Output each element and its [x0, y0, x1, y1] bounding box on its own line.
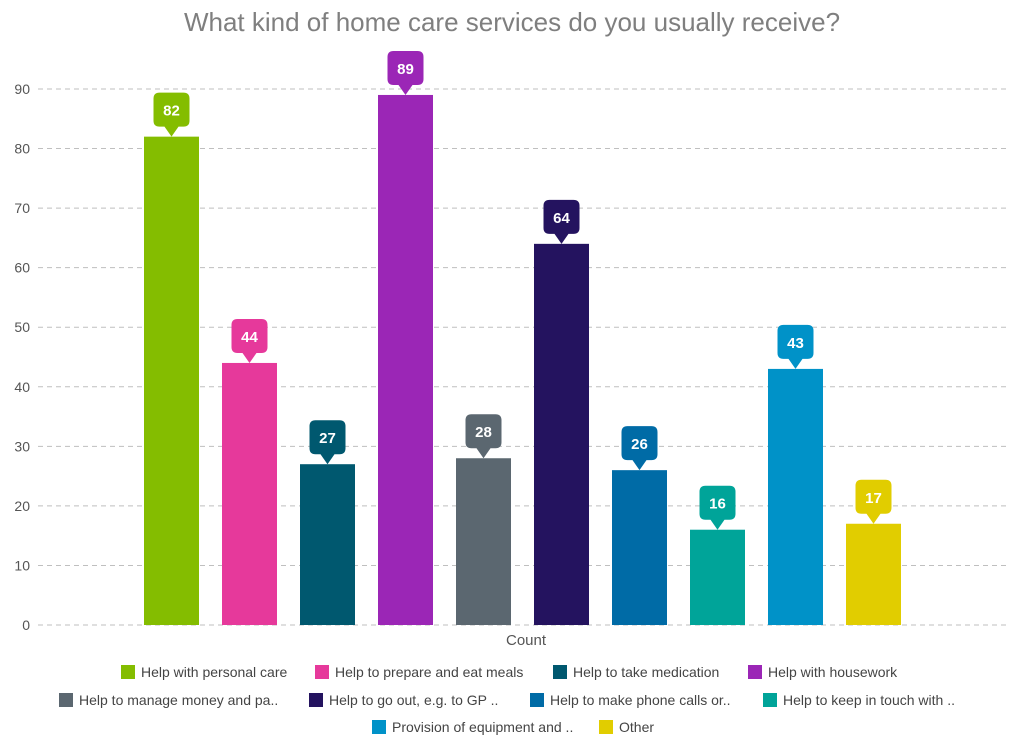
legend-swatch: [553, 665, 567, 679]
legend-item-help-to-prepare-and-eat-meals[interactable]: Help to prepare and eat meals: [315, 664, 523, 680]
legend-label: Help with personal care: [141, 664, 288, 680]
bar-help-to-prepare-and-eat-meals[interactable]: [222, 362, 277, 625]
data-label-value: 17: [865, 490, 882, 507]
legend-item-help-to-go-out-e-g-to-gp[interactable]: Help to go out, e.g. to GP ..: [309, 692, 498, 708]
bars: [144, 94, 901, 625]
legend-swatch: [315, 665, 329, 679]
legend-item-other[interactable]: Other: [599, 719, 654, 735]
bar-help-to-go-out-e-g-to-gp[interactable]: [534, 243, 589, 625]
data-label-provision-of-equipment-and: 43: [777, 324, 814, 369]
legend-item-help-with-housework[interactable]: Help with housework: [748, 664, 898, 680]
y-tick-label-30: 30: [14, 438, 30, 454]
legend-swatch: [748, 665, 762, 679]
data-label-value: 28: [475, 424, 492, 441]
legend-swatch: [763, 693, 777, 707]
legend-swatch: [309, 693, 323, 707]
legend-label: Other: [619, 719, 654, 735]
bar-help-to-take-medication[interactable]: [300, 464, 355, 625]
legend-label: Help to manage money and pa..: [79, 692, 278, 708]
bar-provision-of-equipment-and[interactable]: [768, 368, 823, 625]
legend-label: Help to go out, e.g. to GP ..: [329, 692, 498, 708]
y-tick-label-10: 10: [14, 557, 30, 573]
bar-help-to-keep-in-touch-with[interactable]: [690, 529, 745, 625]
legend-label: Help to take medication: [573, 664, 719, 680]
data-labels: 82 44 27 89 28 64 26 16 43 17: [153, 50, 892, 530]
data-label-value: 82: [163, 103, 180, 120]
data-label-value: 26: [631, 436, 648, 453]
y-tick-label-80: 80: [14, 141, 30, 157]
y-tick-label-90: 90: [14, 81, 30, 97]
data-label-value: 16: [709, 496, 726, 513]
data-label-value: 44: [241, 329, 258, 346]
data-label-help-with-housework: 89: [387, 50, 424, 95]
legend-swatch: [530, 693, 544, 707]
data-label-help-to-take-medication: 27: [309, 420, 346, 465]
bar-other[interactable]: [846, 523, 901, 625]
data-label-help-to-keep-in-touch-with: 16: [699, 485, 736, 530]
legend: Help with personal care Help to prepare a…: [59, 664, 955, 735]
y-tick-label-50: 50: [14, 319, 30, 335]
bar-help-to-make-phone-calls-or[interactable]: [612, 470, 667, 625]
legend-swatch: [59, 693, 73, 707]
legend-item-help-to-make-phone-calls-or[interactable]: Help to make phone calls or..: [530, 692, 731, 708]
bar-help-with-personal-care[interactable]: [144, 136, 199, 625]
data-label-value: 43: [787, 335, 804, 352]
y-tick-label-40: 40: [14, 379, 30, 395]
legend-swatch: [599, 720, 613, 734]
legend-label: Provision of equipment and ..: [392, 719, 573, 735]
legend-item-help-with-personal-care[interactable]: Help with personal care: [121, 664, 288, 680]
legend-swatch: [372, 720, 386, 734]
legend-label: Help to prepare and eat meals: [335, 664, 523, 680]
data-label-value: 27: [319, 430, 336, 447]
x-axis-label: Count: [506, 632, 547, 649]
data-label-other: 17: [855, 479, 892, 524]
chart-title: What kind of home care services do you u…: [184, 7, 840, 37]
y-axis-ticks: 0 10 20 30 40 50 60 70 80 90: [14, 81, 30, 633]
data-label-value: 89: [397, 61, 414, 78]
data-label-help-to-prepare-and-eat-meals: 44: [231, 318, 268, 363]
data-label-help-with-personal-care: 82: [153, 92, 190, 137]
y-tick-label-20: 20: [14, 498, 30, 514]
legend-item-provision-of-equipment-and[interactable]: Provision of equipment and ..: [372, 719, 573, 735]
data-label-help-to-manage-money-and-pa: 28: [465, 414, 502, 459]
y-tick-label-0: 0: [22, 617, 30, 633]
data-label-help-to-go-out-e-g-to-gp: 64: [543, 199, 580, 244]
legend-item-help-to-manage-money-and-pa[interactable]: Help to manage money and pa..: [59, 692, 278, 708]
y-tick-label-70: 70: [14, 200, 30, 216]
legend-label: Help to keep in touch with ..: [783, 692, 955, 708]
bar-help-with-housework[interactable]: [378, 94, 433, 625]
legend-swatch: [121, 665, 135, 679]
data-label-help-to-make-phone-calls-or: 26: [621, 426, 658, 471]
data-label-value: 64: [553, 210, 570, 227]
legend-item-help-to-take-medication[interactable]: Help to take medication: [553, 664, 719, 680]
y-tick-label-60: 60: [14, 260, 30, 276]
legend-item-help-to-keep-in-touch-with[interactable]: Help to keep in touch with ..: [763, 692, 955, 708]
legend-label: Help with housework: [768, 664, 898, 680]
bar-help-to-manage-money-and-pa[interactable]: [456, 458, 511, 625]
legend-label: Help to make phone calls or..: [550, 692, 731, 708]
